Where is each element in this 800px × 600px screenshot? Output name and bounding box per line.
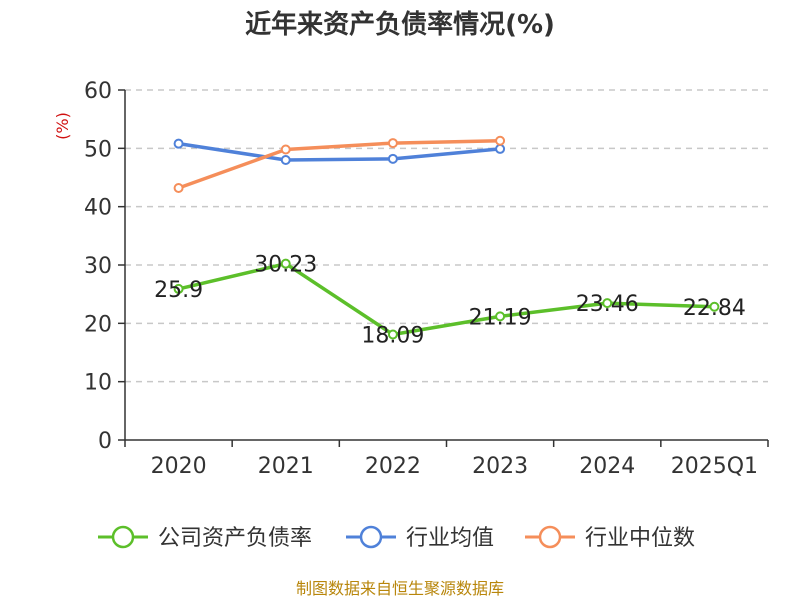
x-tick-label: 2023 bbox=[472, 454, 528, 479]
data-label: 22.84 bbox=[683, 296, 746, 321]
legend: 公司资产负债率 行业均值 行业中位数 bbox=[98, 525, 695, 551]
x-tick-label: 2022 bbox=[365, 454, 421, 479]
x-tick-labels: 2020 2021 2022 2023 2024 2025Q1 bbox=[151, 454, 758, 479]
data-point bbox=[709, 301, 720, 312]
data-point bbox=[280, 258, 291, 269]
y-tick-label: 0 bbox=[98, 429, 112, 454]
y-tick-label: 40 bbox=[84, 196, 112, 221]
legend-swatch-marker bbox=[111, 525, 135, 549]
data-point bbox=[495, 135, 506, 146]
axes bbox=[118, 89, 769, 447]
legend-label: 行业中位数 bbox=[585, 526, 695, 551]
grid-lines bbox=[125, 89, 768, 383]
x-tick-label: 2021 bbox=[258, 454, 314, 479]
data-label: 30.23 bbox=[254, 253, 317, 278]
data-point bbox=[173, 283, 184, 294]
x-tick-label: 2020 bbox=[151, 454, 207, 479]
data-label: 23.46 bbox=[576, 292, 639, 317]
y-tick-label: 10 bbox=[84, 371, 112, 396]
series-line bbox=[176, 139, 502, 190]
x-tick-label: 2025Q1 bbox=[671, 454, 758, 479]
y-tick-label: 30 bbox=[84, 254, 112, 279]
data-point bbox=[387, 153, 398, 164]
series-line bbox=[176, 141, 502, 162]
data-point bbox=[387, 138, 398, 149]
data-point bbox=[495, 311, 506, 322]
legend-label: 行业均值 bbox=[406, 526, 494, 551]
data-label: 25.9 bbox=[154, 278, 203, 303]
data-point bbox=[280, 144, 291, 155]
y-tick-labels: 0 10 20 30 40 50 60 bbox=[84, 79, 112, 454]
data-point bbox=[495, 143, 506, 154]
y-axis-label: (%) bbox=[53, 112, 72, 140]
y-tick-label: 20 bbox=[84, 312, 112, 337]
data-point bbox=[387, 329, 398, 340]
x-tick-label: 2024 bbox=[579, 454, 635, 479]
data-point bbox=[280, 155, 291, 165]
data-point bbox=[173, 183, 184, 193]
chart-title: 近年来资产负债率情况(%) bbox=[245, 9, 555, 40]
series-line bbox=[176, 261, 717, 337]
legend-swatch-marker bbox=[359, 525, 383, 549]
data-label: 18.09 bbox=[361, 323, 424, 348]
series-layer bbox=[173, 135, 720, 340]
data-point bbox=[602, 298, 613, 309]
y-tick-label: 50 bbox=[84, 137, 112, 162]
y-tick-label: 60 bbox=[84, 79, 112, 104]
data-labels: 25.9 30.23 18.09 21.19 23.46 22.84 bbox=[154, 253, 746, 349]
legend-label: 公司资产负债率 bbox=[158, 526, 312, 551]
data-point bbox=[173, 138, 184, 149]
data-label: 21.19 bbox=[469, 305, 532, 330]
legend-swatch-marker bbox=[538, 525, 562, 549]
source-note: 制图数据来自恒生聚源数据库 bbox=[296, 579, 504, 598]
